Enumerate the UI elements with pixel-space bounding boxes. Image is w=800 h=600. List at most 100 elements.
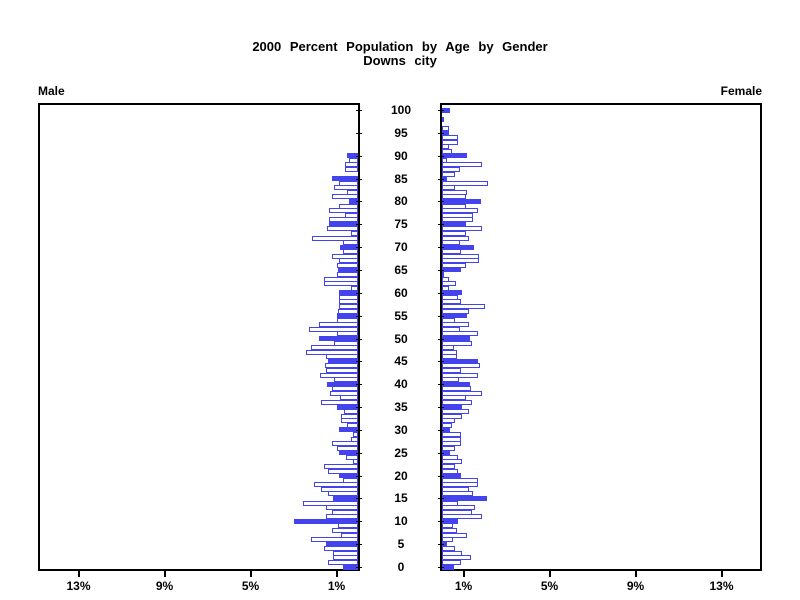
pyramid-bar-female-age-63 (442, 276, 449, 282)
pyramid-bar-male-age-9 (337, 523, 358, 529)
pyramid-bar-male-age-24 (346, 454, 358, 460)
pyramid-bar-female-age-18 (442, 482, 478, 488)
pyramid-bar-male-age-21 (327, 468, 358, 474)
pyramid-bar-female-age-79 (442, 203, 466, 209)
pyramid-bar-male-age-54 (336, 317, 358, 323)
pyramid-bar-female-age-32 (442, 418, 455, 424)
pyramid-bar-male-age-3 (333, 550, 358, 556)
pyramid-bar-female-age-57 (442, 304, 485, 309)
female-age-tick-90 (438, 155, 444, 157)
pyramid-bar-male-age-37 (339, 395, 358, 401)
pyramid-bar-female-age-13 (442, 505, 476, 511)
female-panel (440, 103, 762, 571)
pyramid-bar-female-age-24 (442, 454, 459, 460)
male-age-tick-100 (356, 110, 362, 111)
pyramid-bar-male-age-39 (332, 386, 358, 392)
pyramid-bar-female-age-37 (442, 395, 466, 401)
pyramid-bar-female-age-36 (442, 400, 473, 405)
pyramid-bar-female-age-67 (442, 258, 479, 264)
female-x-tick-5 (548, 571, 551, 577)
pyramid-bar-male-age-76 (329, 217, 358, 223)
pyramid-bar-female-age-35 (442, 404, 463, 410)
pyramid-bar-male-age-89 (349, 157, 358, 163)
pyramid-bar-male-age-78 (329, 208, 358, 213)
chart-title-line2: Downs city (363, 53, 437, 68)
pyramid-bar-female-age-22 (442, 464, 455, 469)
pyramid-bar-male-age-42 (320, 372, 358, 378)
pyramid-bar-female-age-54 (442, 317, 455, 323)
pyramid-bar-male-age-5 (325, 541, 359, 547)
pyramid-bar-female-age-34 (442, 409, 469, 415)
pyramid-bar-male-age-34 (344, 409, 358, 415)
male-age-tick-60 (356, 292, 362, 294)
female-age-tick-0 (438, 567, 444, 568)
pyramid-bar-female-age-50 (442, 336, 470, 341)
pyramid-bar-female-age-15 (442, 495, 488, 501)
female-age-tick-35 (438, 407, 444, 408)
pyramid-bar-female-age-19 (442, 477, 478, 483)
male-age-tick-25 (356, 452, 362, 454)
male-age-tick-40 (356, 384, 362, 386)
age-axis-label-55: 55 (394, 308, 408, 323)
female-x-tick-label-5: 5% (540, 579, 559, 593)
pyramid-bar-male-age-26 (336, 445, 358, 451)
pyramid-bar-female-age-27 (442, 441, 462, 447)
pyramid-bar-male-age-2 (333, 555, 358, 561)
pyramid-bar-male-age-23 (352, 459, 358, 465)
female-x-tick-9 (634, 571, 637, 577)
female-age-tick-80 (438, 201, 444, 203)
pyramid-bar-male-age-15 (333, 495, 358, 501)
pyramid-bar-male-age-79 (338, 203, 358, 209)
pyramid-bar-female-age-94 (442, 134, 459, 140)
pyramid-bar-female-age-38 (442, 390, 482, 396)
age-axis-label-90: 90 (394, 148, 408, 163)
male-age-tick-15 (356, 498, 362, 500)
male-x-tick-9 (163, 571, 166, 577)
female-age-tick-25 (438, 452, 444, 454)
pyramid-bar-male-age-18 (313, 482, 358, 488)
age-axis-label-100: 100 (390, 103, 412, 117)
pyramid-bar-female-age-88 (442, 162, 482, 168)
female-x-tick-label-9: 9% (626, 579, 645, 593)
pyramid-bar-female-age-87 (442, 166, 461, 172)
female-age-tick-15 (438, 498, 444, 500)
female-x-tick-label-1: 1% (454, 579, 473, 593)
pyramid-bar-male-age-33 (340, 413, 358, 419)
pyramid-bar-female-age-23 (442, 459, 463, 465)
age-axis-label-50: 50 (394, 331, 408, 346)
male-age-tick-10 (356, 521, 362, 523)
pyramid-bar-female-age-56 (442, 308, 469, 314)
pyramid-bar-female-age-4 (442, 546, 455, 552)
pyramid-bar-female-age-41 (442, 377, 460, 383)
male-age-tick-55 (356, 315, 362, 317)
pyramid-bar-female-age-33 (442, 413, 463, 419)
pyramid-bar-male-age-85 (332, 176, 358, 181)
pyramid-bar-female-age-45 (442, 358, 478, 364)
pyramid-bar-female-age-98 (442, 116, 445, 122)
pyramid-bar-male-age-71 (342, 240, 358, 245)
pyramid-bar-female-age-39 (442, 386, 471, 392)
pyramid-bar-female-age-65 (442, 267, 462, 273)
pyramid-bar-female-age-29 (442, 432, 462, 437)
pyramid-bar-male-age-46 (325, 354, 359, 360)
pyramid-bar-female-age-66 (442, 262, 466, 268)
female-age-tick-5 (438, 544, 444, 546)
pyramid-bar-male-age-1 (327, 559, 358, 565)
pyramid-bar-male-age-29 (352, 432, 358, 437)
pyramid-bar-male-age-47 (306, 349, 358, 355)
pyramid-bar-male-age-57 (338, 304, 358, 309)
pyramid-bar-male-age-66 (336, 262, 358, 268)
pyramid-bar-male-age-81 (332, 194, 358, 200)
pyramid-bar-male-age-14 (303, 500, 358, 506)
pyramid-bar-male-age-13 (325, 505, 359, 511)
age-axis-label-65: 65 (394, 262, 408, 277)
male-panel (38, 103, 360, 571)
pyramid-bar-male-age-74 (326, 226, 358, 232)
male-age-tick-70 (356, 247, 362, 249)
male-x-tick-5 (249, 571, 252, 577)
female-age-tick-70 (438, 247, 444, 249)
pyramid-bar-male-age-6 (310, 537, 358, 543)
age-axis-label-30: 30 (394, 422, 408, 437)
female-x-tick-13 (720, 571, 723, 577)
pyramid-bar-male-age-64 (336, 272, 358, 277)
